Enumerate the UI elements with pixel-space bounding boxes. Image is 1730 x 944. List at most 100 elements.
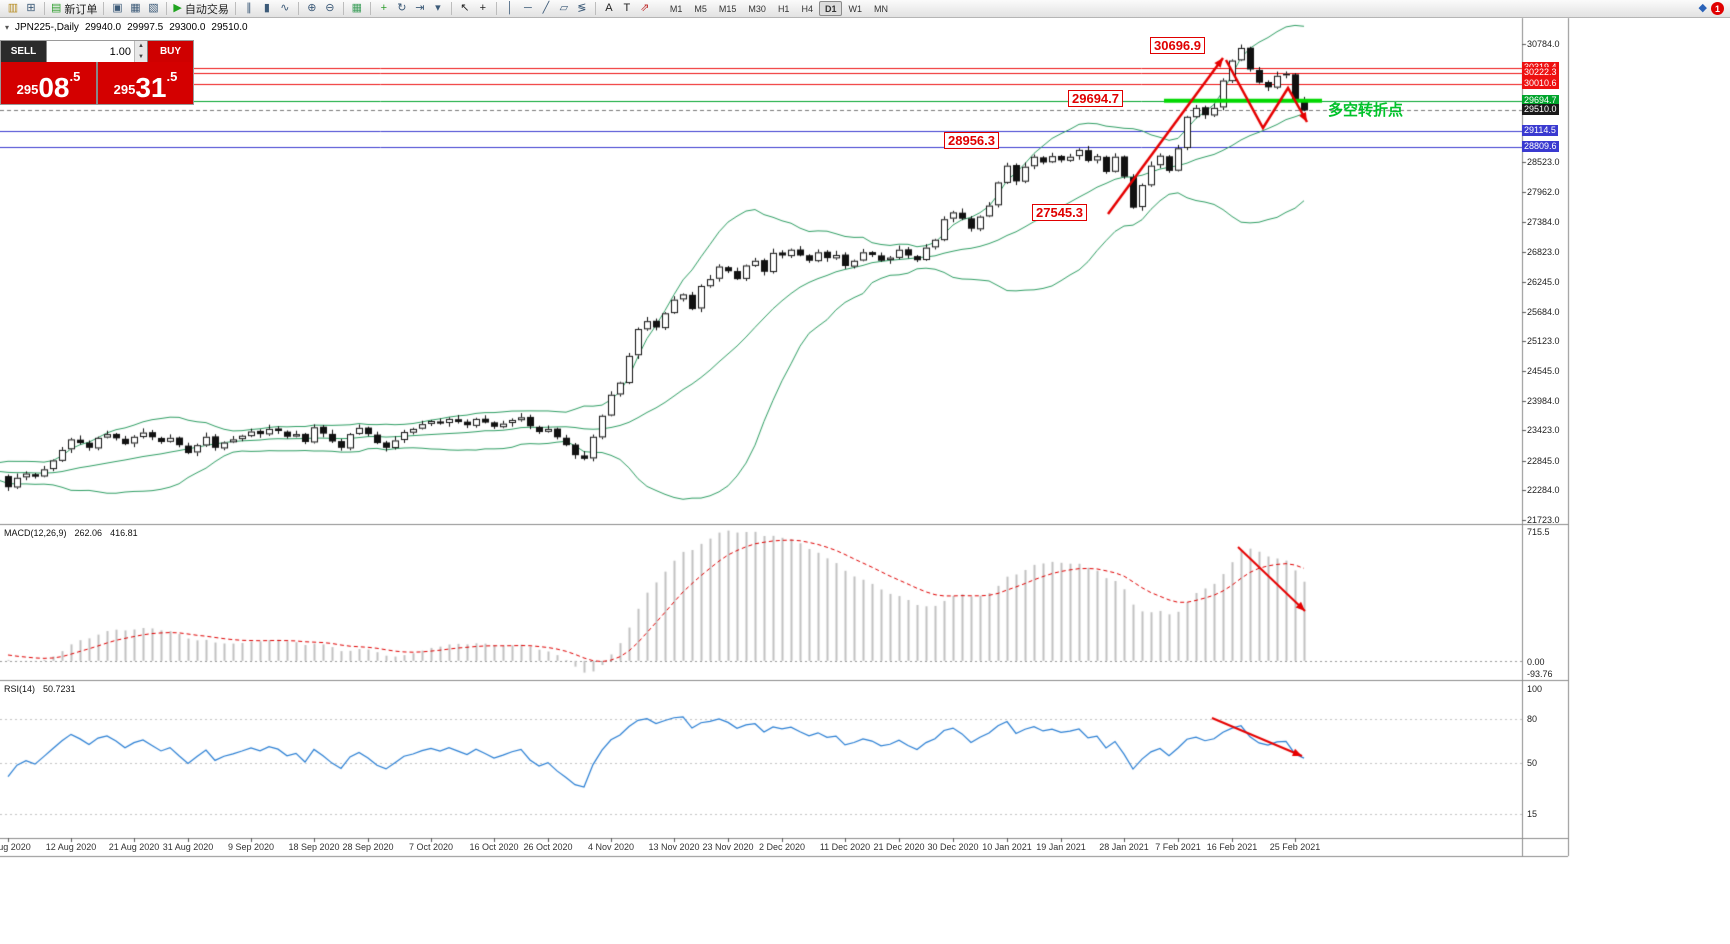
auto-scroll-icon: ↻ [397, 2, 407, 14]
price-callout[interactable]: 28956.3 [944, 132, 999, 149]
timeframe-toolbar: M1 M5 M15 M30 H1 H4 D1 W1 MN [664, 1, 894, 16]
text-icon[interactable]: A [600, 1, 618, 17]
new-order-button-label: 新订单 [64, 3, 98, 16]
time-axis-label: 30 Dec 2020 [927, 842, 979, 852]
crosshair-icon[interactable]: + [474, 1, 492, 17]
market-watch-icon[interactable]: ⊞ [22, 1, 40, 17]
macd-scale-min: -93.76 [1527, 669, 1553, 679]
new-order-button[interactable]: ▤ 新订单 [49, 1, 99, 17]
timeframe-m30[interactable]: M30 [748, 4, 766, 14]
buy-price-suffix: .5 [166, 69, 178, 84]
indicators-icon: + [380, 2, 388, 14]
toolbar-separator [44, 2, 45, 15]
bar-chart-type-icon[interactable]: ∥ [240, 1, 258, 17]
terminal-icon[interactable]: ▦ [126, 1, 144, 17]
charts-icon: ▥ [7, 2, 19, 14]
buy-price-button[interactable]: 295 31.5 [98, 62, 193, 104]
auto-scroll-icon[interactable]: ↻ [393, 1, 411, 17]
time-axis-label: 7 Feb 2021 [1155, 842, 1201, 852]
arrows-tool-icon: ⇗ [640, 2, 650, 14]
price-axis-label: 25684.0 [1527, 306, 1560, 317]
price-axis[interactable]: 715.5 0.00 -93.76 30784.0 28523.0 27962.0 2… [1522, 0, 1568, 856]
buy-button[interactable]: BUY [147, 41, 193, 62]
cursor-icon[interactable]: ↖ [456, 1, 474, 17]
timeframe-h1[interactable]: H1 [777, 4, 790, 14]
channel-icon[interactable]: ▱ [555, 1, 573, 17]
charts-icon[interactable]: ▥ [4, 1, 22, 17]
arrows-tool-icon[interactable]: ⇗ [636, 1, 654, 17]
line-chart-type-icon: ∿ [280, 2, 290, 14]
horizontal-line-icon[interactable]: ─ [519, 1, 537, 17]
text-label-icon[interactable]: T [618, 1, 636, 17]
time-axis-label: 9 Sep 2020 [227, 842, 275, 852]
chart-window-icon[interactable]: ▣ [108, 1, 126, 17]
notification-badge[interactable]: 1 [1711, 2, 1724, 15]
crosshair-icon: + [479, 2, 487, 14]
chart-context-icon[interactable]: ▾ [5, 23, 10, 32]
zoom-out-icon[interactable]: ⊖ [321, 1, 339, 17]
chart-shift-icon[interactable]: ⇥ [411, 1, 429, 17]
timeframe-m1[interactable]: M1 [669, 4, 683, 14]
sell-price-button[interactable]: 295 08.5 [1, 62, 96, 104]
price-axis-label: 27384.0 [1527, 217, 1560, 228]
horizontal-line-icon: ─ [523, 2, 532, 14]
price-tag: 29694.7 [1522, 94, 1559, 106]
line-chart-type-icon[interactable]: ∿ [276, 1, 294, 17]
vertical-line-icon[interactable]: │ [501, 1, 519, 17]
price-axis-label: 22284.0 [1527, 485, 1560, 496]
strategy-tester-icon: ▧ [148, 2, 159, 14]
time-axis-label: 13 Nov 2020 [648, 842, 700, 852]
rsi-level-label: 80 [1527, 713, 1538, 724]
chart-ohlc-label: ▾ JPN225-,Daily 29940.0 29997.5 29300.0 … [5, 22, 248, 33]
cursor-icon: ↖ [460, 2, 470, 14]
time-axis-label: 18 Sep 2020 [288, 842, 340, 852]
price-axis-label: 27962.0 [1527, 186, 1560, 197]
price-callout[interactable]: 29694.7 [1068, 90, 1123, 107]
price-axis-label: 23423.0 [1527, 425, 1560, 436]
time-axis-label: 26 Oct 2020 [523, 842, 573, 852]
time-axis-label: 16 Feb 2021 [1206, 842, 1258, 852]
tile-windows-icon: ▦ [351, 2, 363, 14]
price-callout[interactable]: 30696.9 [1150, 37, 1205, 54]
sell-button[interactable]: SELL [1, 41, 47, 62]
vertical-line-icon: │ [506, 2, 514, 14]
time-axis-label: 2 Dec 2020 [758, 842, 806, 852]
time-axis-label: 28 Sep 2020 [342, 842, 394, 852]
zoom-in-icon[interactable]: ⊕ [303, 1, 321, 17]
strategy-tester-icon[interactable]: ▧ [144, 1, 162, 17]
timeframe-w1[interactable]: W1 [848, 4, 862, 14]
fibonacci-icon: ≶ [577, 2, 587, 14]
volume-decrease-button[interactable]: ▼ [135, 51, 147, 62]
timeframe-h4[interactable]: H4 [801, 4, 813, 14]
timeframe-m15[interactable]: M15 [718, 4, 737, 14]
indicators-icon[interactable]: + [375, 1, 393, 17]
templates-icon[interactable]: ▾ [429, 1, 447, 17]
community-icon[interactable]: ◆ [1698, 2, 1707, 14]
tile-windows-icon[interactable]: ▦ [348, 1, 366, 17]
timeframe-d1[interactable]: D1 [818, 1, 843, 16]
time-axis-label: 19 Jan 2021 [1036, 842, 1086, 852]
toolbar-separator [450, 2, 452, 15]
macd-main-value: 262.06 [74, 528, 103, 538]
time-axis-label: 28 Jan 2021 [1099, 842, 1149, 852]
volume-increase-button[interactable]: ▲ [135, 41, 147, 52]
timeframe-m5[interactable]: M5 [694, 4, 707, 14]
time-axis-label: 21 Dec 2020 [873, 842, 925, 852]
price-axis-label: 22845.0 [1527, 455, 1560, 466]
auto-trading-icon: ▶ [173, 2, 182, 14]
price-callout[interactable]: 27545.3 [1032, 204, 1087, 221]
volume-input[interactable] [47, 41, 134, 62]
turning-point-annotation[interactable]: 多空转折点 [1328, 102, 1404, 119]
price-axis-label: 30784.0 [1527, 38, 1560, 49]
fibonacci-icon[interactable]: ≶ [573, 1, 591, 17]
text-label-icon: T [623, 2, 631, 14]
time-axis-label: 25 Feb 2021 [1269, 842, 1321, 852]
auto-trading-button[interactable]: ▶ 自动交易 [171, 1, 230, 17]
timeframe-mn[interactable]: MN [873, 4, 888, 14]
rsi-indicator-label: RSI(14) 50.7231 [4, 684, 76, 694]
candlestick-chart-type-icon[interactable]: ▮ [258, 1, 276, 17]
trendline-icon[interactable]: ╱ [537, 1, 555, 17]
chart-close-value: 29510.0 [211, 22, 248, 33]
